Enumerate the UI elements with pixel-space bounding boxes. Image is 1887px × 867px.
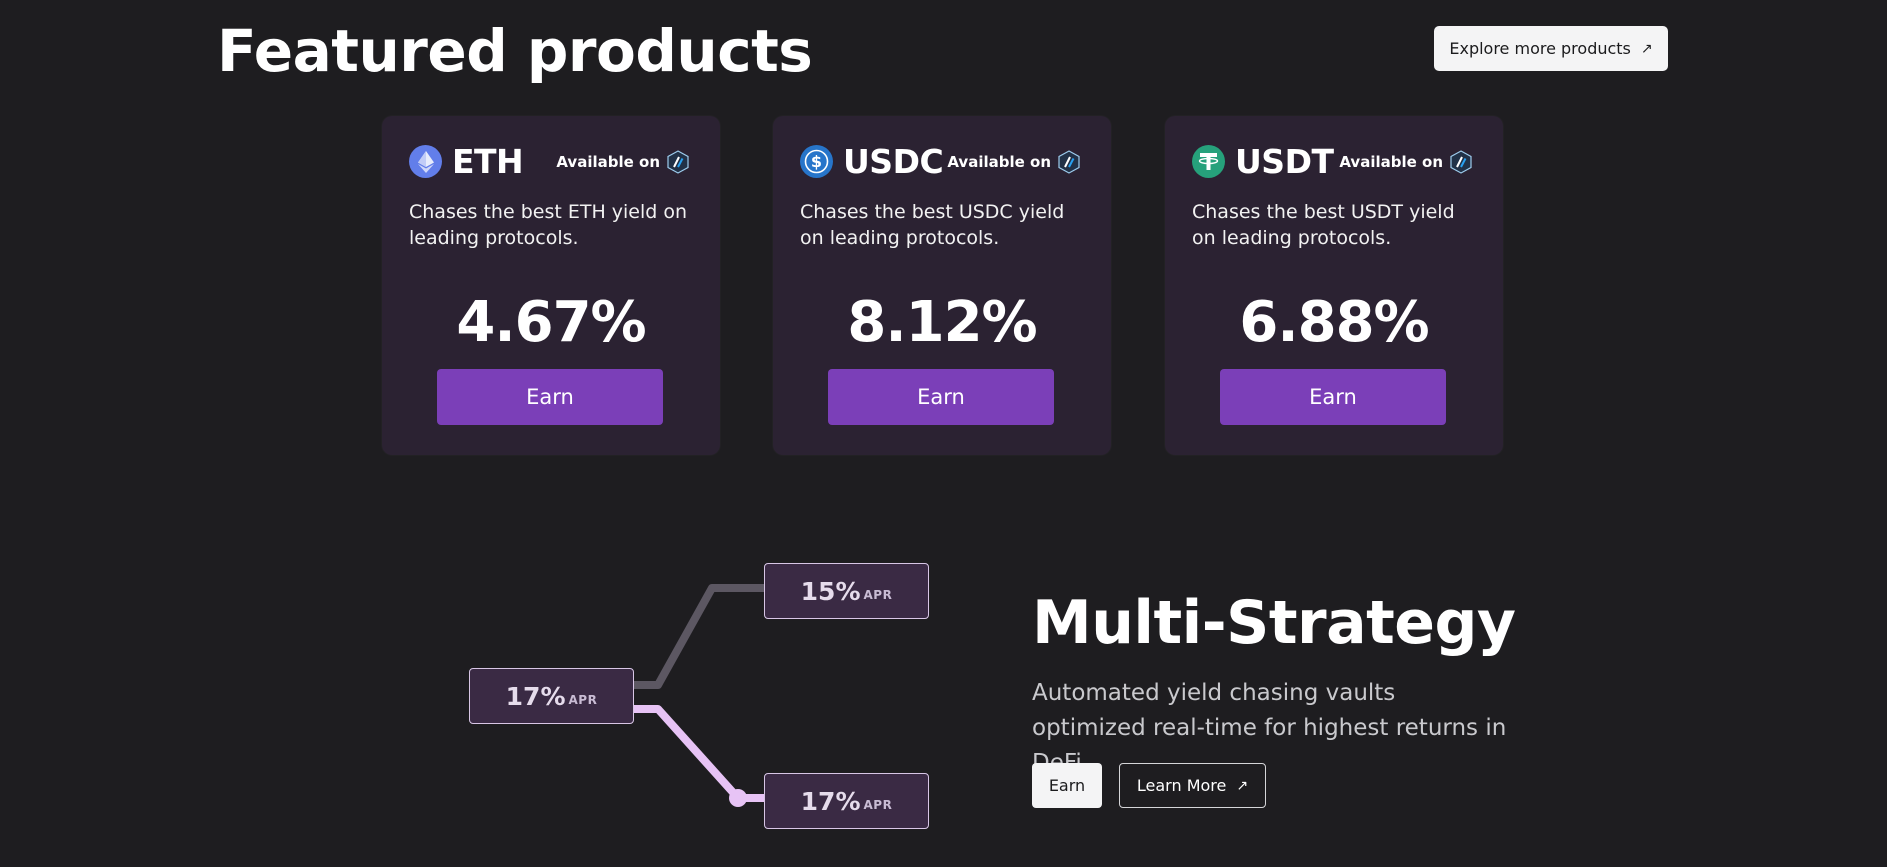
arbitrum-icon xyxy=(1450,150,1472,174)
earn-button[interactable]: Earn xyxy=(437,369,663,425)
multi-strategy-title: Multi-Strategy xyxy=(1032,588,1516,658)
connector-dot xyxy=(729,789,747,807)
learn-more-label: Learn More xyxy=(1136,776,1227,795)
product-description: Chases the best ETH yield on leading pro… xyxy=(409,201,688,249)
product-card-usdt: USDT Available on Chases the best USDT y… xyxy=(1165,116,1503,455)
explore-more-products-button[interactable]: Explore more products ↗ xyxy=(1434,26,1668,71)
token-name: USDC xyxy=(843,142,944,181)
available-label: Available on xyxy=(947,153,1051,171)
apr-percent: 17% xyxy=(505,681,566,711)
available-on: Available on xyxy=(1339,150,1473,174)
apr-label: APR xyxy=(863,798,893,812)
strategy-diagram: 17% APR 15% APR 17% APR xyxy=(460,550,940,840)
multi-strategy-earn-button[interactable]: Earn xyxy=(1032,763,1102,808)
apr-box-source: 17% APR xyxy=(469,668,634,724)
available-label: Available on xyxy=(556,153,660,171)
arrow-up-right-icon: ↗ xyxy=(1236,777,1249,794)
earn-button[interactable]: Earn xyxy=(1220,369,1446,425)
section-title: Featured products xyxy=(217,17,813,85)
eth-icon xyxy=(409,145,442,178)
learn-more-button[interactable]: Learn More ↗ xyxy=(1119,763,1266,808)
apr-percent: 17% xyxy=(800,786,861,816)
connector-bottom xyxy=(630,705,769,802)
token-name: ETH xyxy=(452,142,524,181)
apr-box-bottom: 17% APR xyxy=(764,773,929,829)
arrow-up-right-icon: ↗ xyxy=(1640,40,1653,57)
svg-text:$: $ xyxy=(811,152,822,171)
arbitrum-icon xyxy=(1058,150,1080,174)
explore-label: Explore more products xyxy=(1449,39,1631,58)
apr-box-top: 15% APR xyxy=(764,563,929,619)
product-description: Chases the best USDT yield on leading pr… xyxy=(1192,201,1455,249)
apr-label: APR xyxy=(863,588,893,602)
available-on: Available on xyxy=(556,150,690,174)
product-card-usdc: $ USDC Available on Chases the best USDC… xyxy=(773,116,1111,455)
arbitrum-icon xyxy=(667,150,689,174)
connector-top xyxy=(630,584,769,689)
strategy-connectors xyxy=(630,584,769,807)
available-label: Available on xyxy=(1339,153,1443,171)
multi-strategy-description: Automated yield chasing vaults optimized… xyxy=(1032,680,1507,776)
earn-button[interactable]: Earn xyxy=(828,369,1054,425)
token-name: USDT xyxy=(1235,142,1334,181)
apr-label: APR xyxy=(568,693,598,707)
product-description: Chases the best USDC yield on leading pr… xyxy=(800,201,1065,249)
apy-value: 8.12% xyxy=(847,290,1037,355)
apy-value: 6.88% xyxy=(1239,290,1429,355)
apy-value: 4.67% xyxy=(456,290,646,355)
available-on: Available on xyxy=(947,150,1081,174)
usdt-icon xyxy=(1192,145,1225,178)
product-card-eth: ETH Available on Chases the best ETH yie… xyxy=(382,116,720,455)
apr-percent: 15% xyxy=(800,576,861,606)
usdc-icon: $ xyxy=(800,145,833,178)
